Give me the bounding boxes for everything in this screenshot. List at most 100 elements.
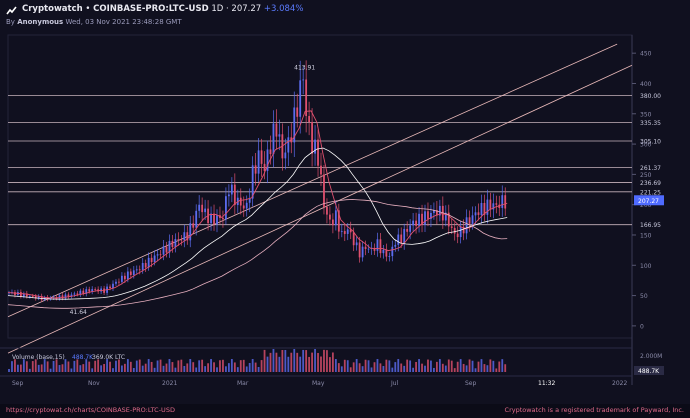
candle-body xyxy=(364,246,367,250)
candle-body xyxy=(198,204,201,211)
candle-body xyxy=(210,213,212,224)
price-chart[interactable]: 450 400 350 300 250 200 150 100 50 0 380.00 335.35 3… xyxy=(0,30,690,390)
volume-bar xyxy=(34,359,37,372)
candle-body xyxy=(213,213,215,225)
candle-body xyxy=(421,213,423,225)
volume-bar xyxy=(207,363,209,372)
volume-bar xyxy=(281,350,284,372)
volume-bar xyxy=(168,359,171,372)
volume-bar xyxy=(355,359,358,372)
volume-bar xyxy=(435,361,438,372)
candle-body xyxy=(248,198,251,203)
volume-tick-label: 2.000M xyxy=(640,353,662,360)
volume-bar xyxy=(88,361,91,372)
candle-body xyxy=(296,107,299,117)
volume-bar xyxy=(138,359,141,372)
volume-bar xyxy=(73,360,76,372)
volume-bar xyxy=(495,368,498,372)
volume-bar xyxy=(106,359,108,372)
volume-bar xyxy=(183,365,186,372)
candle-body xyxy=(79,290,82,295)
candle-body xyxy=(435,210,438,216)
candle-body xyxy=(94,289,97,290)
volume-bar xyxy=(418,359,420,372)
candle-body xyxy=(272,123,275,155)
candle-body xyxy=(326,206,328,215)
candle-body xyxy=(135,269,138,271)
candle-body xyxy=(153,255,156,263)
candle-body xyxy=(361,246,364,258)
candle-body xyxy=(123,275,126,280)
volume-bar xyxy=(498,361,501,372)
candle-body xyxy=(91,289,94,292)
volume-bar xyxy=(302,349,305,372)
current-price-label: 207.27 xyxy=(638,198,659,205)
candle-body xyxy=(82,290,85,294)
candle-body xyxy=(88,289,91,292)
candle-body xyxy=(438,205,441,216)
y-tick-label: 400 xyxy=(640,81,652,88)
volume-bar xyxy=(296,352,299,372)
volume-bar xyxy=(468,359,471,372)
volume-bar xyxy=(67,361,70,372)
level-label: 221.25 xyxy=(640,189,661,196)
level-label: 236.69 xyxy=(640,180,661,187)
y-tick-label: 350 xyxy=(640,111,652,118)
volume-bar xyxy=(450,360,453,372)
candle-body xyxy=(225,196,227,220)
candle-body xyxy=(245,202,248,209)
cryptowatch-logo-icon xyxy=(6,6,17,15)
volume-bar xyxy=(31,361,34,372)
volume-bar xyxy=(504,364,507,372)
volume-bar xyxy=(28,368,31,372)
volume-bar xyxy=(370,367,373,372)
candle-body xyxy=(227,194,230,197)
candle-body xyxy=(222,217,224,220)
candle-body xyxy=(459,226,462,238)
candle-body xyxy=(195,210,198,228)
volume-bar xyxy=(192,362,195,372)
moving-average-fast xyxy=(7,110,508,299)
level-label: 335.35 xyxy=(640,120,661,127)
volume-bar xyxy=(444,365,447,372)
volume-bar xyxy=(141,365,144,372)
candle-body xyxy=(168,240,171,253)
volume-bar xyxy=(46,361,49,372)
candle-body xyxy=(394,244,397,247)
volume-bar xyxy=(174,367,177,372)
volume-bar xyxy=(70,368,73,372)
candle-body xyxy=(302,79,305,81)
volume-bar xyxy=(91,368,94,372)
candle-body xyxy=(340,231,343,232)
candle-body xyxy=(447,212,450,227)
y-tick-label: 50 xyxy=(640,293,648,300)
candle-body xyxy=(367,248,370,250)
candle-body xyxy=(331,219,334,226)
candle-body xyxy=(468,217,471,224)
candle-body xyxy=(352,232,355,246)
volume-bar xyxy=(382,366,385,372)
volume-bar xyxy=(37,364,40,372)
volume-bar xyxy=(323,349,325,372)
candle-body xyxy=(162,246,165,255)
candle-body xyxy=(37,296,40,299)
volume-bar xyxy=(22,359,25,372)
chart-url-link[interactable]: https://cryptowat.ch/charts/COINBASE-PRO… xyxy=(6,406,175,414)
candle-body xyxy=(293,107,296,143)
volume-bar xyxy=(40,364,43,372)
volume-bar xyxy=(180,359,183,372)
candle-body xyxy=(349,229,352,233)
candle-body xyxy=(189,223,192,241)
candle-body xyxy=(180,239,183,241)
candle-body xyxy=(76,293,79,295)
volume-bar xyxy=(379,363,382,372)
volume-bar xyxy=(17,364,19,372)
y-tick-label: 450 xyxy=(640,51,652,58)
volume-bar xyxy=(373,362,376,372)
volume-bar xyxy=(132,367,135,372)
candle-body xyxy=(403,228,406,244)
y-tick-label: 0 xyxy=(640,323,644,330)
level-label: 305.10 xyxy=(640,138,661,145)
candle-body xyxy=(278,134,281,137)
candle-body xyxy=(58,295,61,299)
